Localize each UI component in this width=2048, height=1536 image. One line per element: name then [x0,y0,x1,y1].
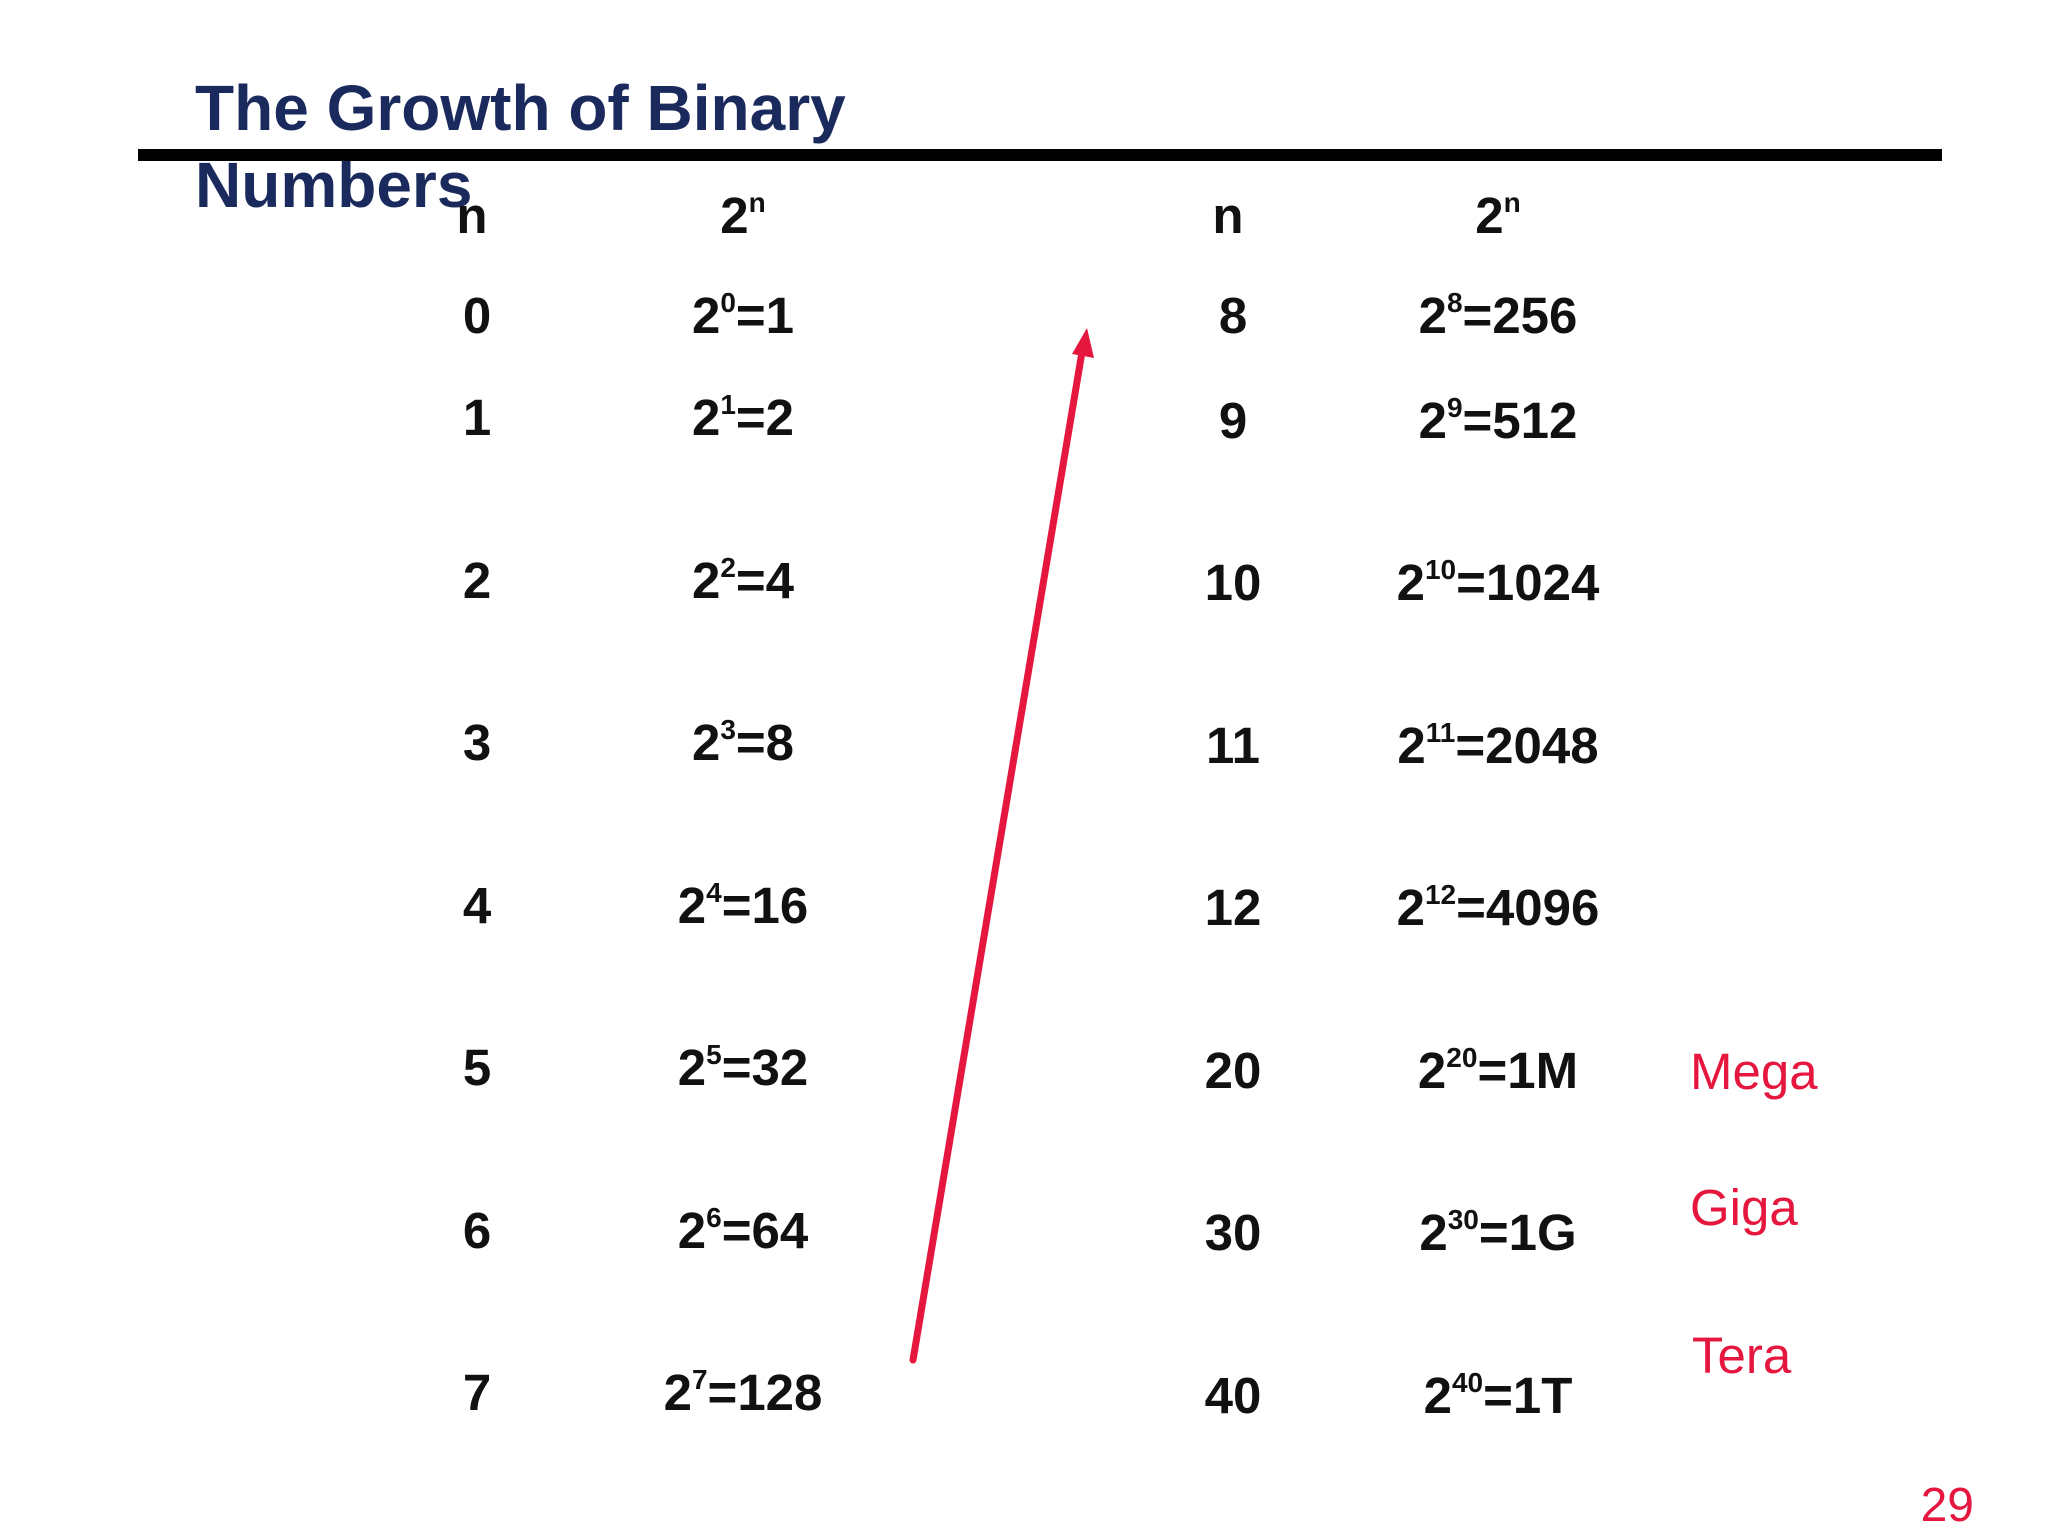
right-row-n: 30 [1204,1204,1262,1261]
growth-arrow-shaft [909,348,1086,1364]
title-divider [138,149,1942,161]
left-row-power: 23=8 [691,714,795,771]
right-row-power: 29=512 [1418,392,1578,449]
right-header-n: n [1212,187,1244,244]
left-row-power: 20=1 [691,287,795,344]
slide-title: The Growth of Binary Numbers [195,72,846,221]
left-row-n: 3 [462,714,492,771]
right-header-power: 2n [1475,187,1521,244]
prefix-mega: Mega [1690,1043,1818,1100]
left-row-n: 7 [462,1364,492,1421]
right-row-power: 220=1M [1417,1042,1579,1099]
left-header-n: n [456,187,488,244]
left-row-n: 1 [462,389,492,446]
right-row-n: 11 [1206,717,1260,774]
left-row-power: 26=64 [677,1202,809,1259]
left-row-n: 5 [462,1039,492,1096]
right-row-power: 28=256 [1418,287,1578,344]
right-row-n: 8 [1218,287,1248,344]
right-row-n: 9 [1218,392,1248,449]
right-row-power: 212=4096 [1396,879,1600,936]
left-header-power: 2n [720,187,766,244]
growth-arrow-head [1072,328,1094,358]
left-row-n: 0 [462,287,492,344]
left-row-power: 22=4 [691,552,795,609]
left-row-n: 6 [462,1202,492,1259]
left-row-power: 24=16 [677,877,809,934]
left-row-n: 2 [462,552,492,609]
right-row-power: 211=2048 [1397,717,1599,774]
right-row-n: 40 [1204,1367,1262,1424]
right-row-power: 230=1G [1419,1204,1577,1261]
right-row-n: 10 [1204,554,1262,611]
right-row-n: 12 [1204,879,1262,936]
prefix-tera: Tera [1692,1327,1792,1384]
left-row-power: 25=32 [677,1039,809,1096]
left-row-n: 4 [462,877,492,934]
right-row-power: 240=1T [1423,1367,1573,1424]
right-row-power: 210=1024 [1396,554,1600,611]
left-row-power: 21=2 [691,389,795,446]
left-row-power: 27=128 [663,1364,823,1421]
page-number: 29 [1920,1479,1974,1532]
prefix-giga: Giga [1690,1179,1798,1236]
right-row-n: 20 [1204,1042,1262,1099]
